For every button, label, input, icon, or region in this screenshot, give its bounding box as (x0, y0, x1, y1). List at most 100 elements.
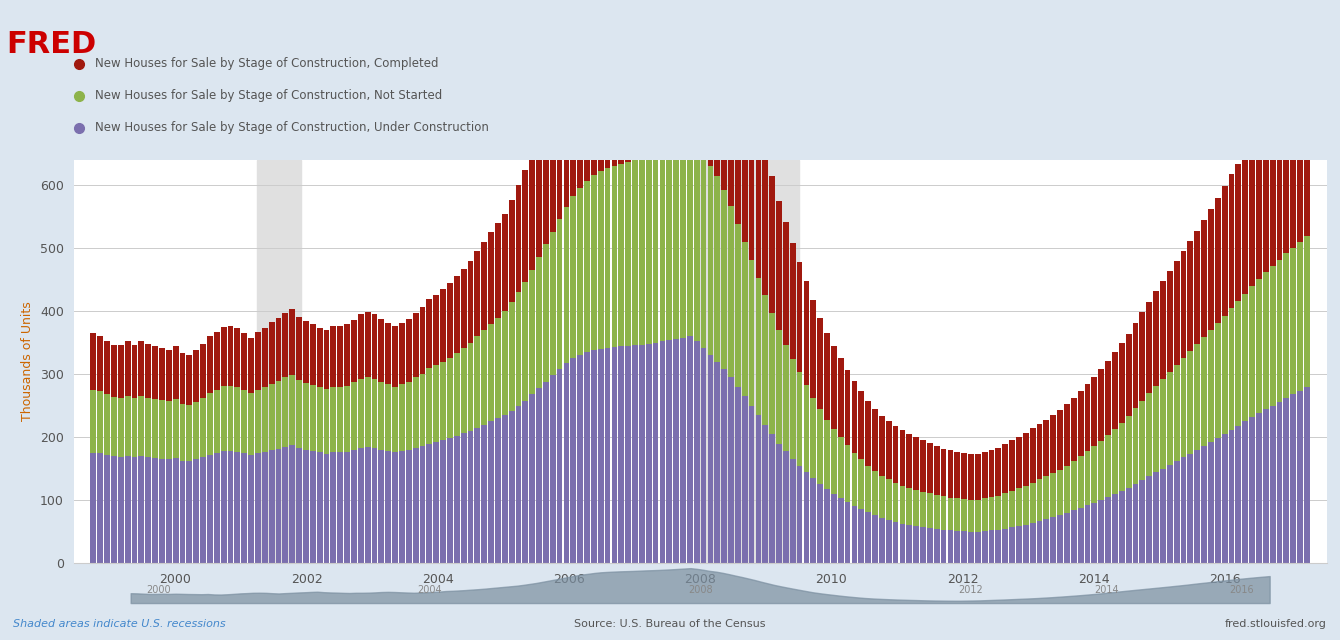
Bar (1057, 410, 1063, 470)
Bar (310, 385, 316, 451)
Bar (708, 166, 713, 355)
Bar (364, 312, 371, 377)
Bar (906, 434, 913, 488)
Bar (296, 317, 302, 380)
Bar (982, 452, 988, 499)
Bar (817, 318, 823, 410)
Bar (941, 449, 946, 497)
Bar (1194, 450, 1201, 563)
Bar (1242, 152, 1248, 294)
Bar (824, 333, 829, 420)
Bar (934, 529, 939, 563)
Bar (1160, 379, 1166, 468)
Bar (659, 342, 666, 563)
Bar (364, 377, 371, 447)
Bar (1099, 500, 1104, 563)
Bar (927, 443, 933, 493)
Bar (323, 330, 330, 389)
Bar (921, 440, 926, 492)
Bar (433, 442, 440, 563)
Bar (1092, 503, 1097, 563)
Bar (509, 200, 515, 302)
Bar (1297, 68, 1302, 242)
Bar (200, 398, 206, 458)
Bar (681, 139, 686, 338)
Bar (549, 376, 556, 563)
Bar (454, 436, 460, 563)
Bar (1044, 420, 1049, 476)
Bar (1284, 398, 1289, 563)
Bar (1235, 426, 1241, 563)
Bar (1242, 294, 1248, 422)
Bar (564, 363, 570, 563)
Bar (426, 368, 433, 444)
Bar (1181, 458, 1186, 563)
Bar (954, 531, 961, 563)
Bar (1174, 461, 1179, 563)
Bar (248, 338, 255, 393)
Bar (331, 326, 336, 387)
Bar (351, 450, 356, 563)
Text: 2000: 2000 (146, 585, 170, 595)
Bar (866, 401, 871, 465)
Bar (448, 284, 453, 358)
Bar (1002, 529, 1008, 563)
Bar (125, 456, 130, 563)
Bar (886, 520, 891, 563)
Bar (728, 29, 734, 206)
Bar (1154, 472, 1159, 563)
Bar (1044, 519, 1049, 563)
Bar (1229, 308, 1234, 429)
Bar (393, 326, 398, 387)
Bar (338, 387, 343, 452)
Bar (598, 0, 603, 172)
Bar (426, 299, 433, 368)
Bar (989, 531, 994, 563)
Bar (186, 405, 192, 461)
Bar (721, 369, 728, 563)
Y-axis label: Thousands of Units: Thousands of Units (21, 301, 35, 422)
Bar (666, 0, 673, 146)
Bar (961, 453, 967, 499)
Bar (927, 528, 933, 563)
Bar (323, 389, 330, 454)
Bar (1132, 408, 1139, 484)
Bar (1106, 497, 1111, 563)
Bar (523, 282, 528, 401)
Bar (1304, 236, 1309, 387)
Bar (448, 358, 453, 438)
Bar (1071, 510, 1077, 563)
Bar (927, 493, 933, 528)
Bar (1194, 230, 1201, 344)
Text: FRED: FRED (7, 30, 96, 60)
Bar (371, 448, 378, 563)
Bar (440, 440, 446, 563)
Bar (571, 196, 576, 358)
Bar (1187, 351, 1193, 454)
Bar (269, 322, 275, 383)
Bar (872, 515, 878, 563)
Bar (228, 451, 233, 563)
Bar (200, 458, 206, 563)
Bar (762, 150, 768, 296)
Bar (914, 526, 919, 563)
Bar (618, 346, 624, 563)
Bar (1297, 242, 1302, 390)
Bar (1112, 494, 1118, 563)
Bar (639, 157, 645, 344)
Bar (91, 390, 96, 453)
Bar (1256, 413, 1262, 563)
Bar (708, 355, 713, 563)
Bar (228, 326, 233, 385)
Bar (879, 476, 884, 518)
Bar (523, 401, 528, 563)
Bar (166, 401, 172, 460)
Bar (859, 460, 864, 509)
Bar (186, 355, 192, 405)
Bar (618, 164, 624, 346)
Bar (468, 260, 473, 342)
Bar (193, 402, 200, 460)
Bar (1154, 291, 1159, 385)
Bar (789, 359, 796, 459)
Bar (105, 394, 110, 455)
